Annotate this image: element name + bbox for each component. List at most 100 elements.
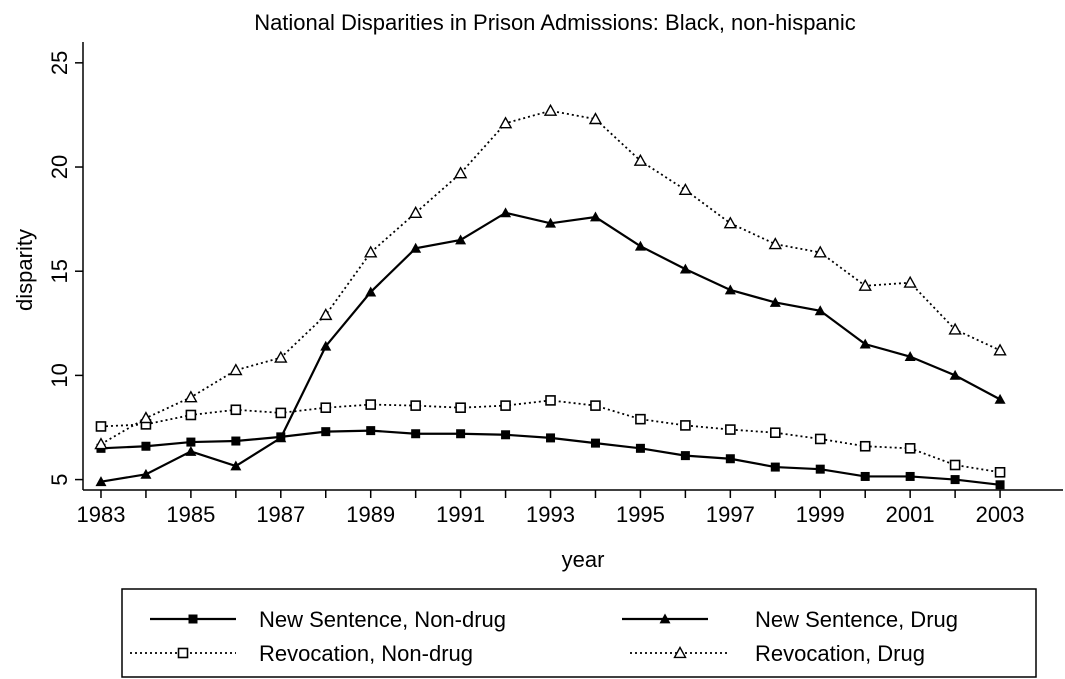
data-point [274, 350, 288, 363]
data-point [905, 471, 915, 481]
x-axis-label: year [562, 547, 605, 572]
series-line [100, 109, 1001, 445]
data-point [673, 646, 687, 659]
data-point [408, 205, 423, 218]
data-point [319, 308, 333, 321]
data-point [815, 464, 825, 474]
data-point [455, 402, 466, 413]
data-point [453, 166, 468, 179]
y-tick-label: 10 [47, 363, 72, 387]
data-point [141, 441, 151, 451]
y-tick-label: 15 [47, 259, 72, 283]
data-point [543, 103, 558, 116]
data-point [634, 240, 646, 251]
y-axis-label: disparity [12, 229, 37, 311]
data-point [321, 427, 331, 437]
data-point [455, 234, 467, 245]
data-point [859, 338, 871, 349]
data-point [814, 433, 826, 445]
data-point [275, 407, 287, 419]
data-point [724, 284, 736, 295]
data-point [501, 430, 511, 440]
legend: New Sentence, Non-drug New Sentence, Drug… [121, 588, 1037, 678]
y-tick-label: 25 [47, 51, 72, 75]
data-point [410, 242, 422, 253]
y-tick-label: 5 [47, 473, 72, 485]
x-tick-label: 1991 [436, 502, 485, 527]
data-point [275, 432, 287, 443]
data-point [185, 409, 197, 421]
x-tick-label: 1993 [526, 502, 575, 527]
data-point [500, 207, 512, 218]
data-point [589, 211, 601, 222]
x-tick-label: 1985 [166, 502, 215, 527]
data-point [185, 445, 197, 456]
data-point [904, 351, 916, 362]
legend-label: New Sentence, Drug [755, 607, 958, 632]
x-tick-label: 1997 [706, 502, 755, 527]
data-point [410, 400, 421, 411]
data-point [948, 322, 962, 335]
data-point [768, 237, 782, 250]
legend-box [121, 588, 1037, 678]
data-point [725, 424, 736, 435]
data-point [229, 363, 243, 376]
data-point [994, 466, 1006, 478]
data-point [140, 468, 152, 479]
data-point [769, 296, 781, 307]
x-tick-label: 1983 [77, 502, 126, 527]
data-point [588, 112, 603, 125]
data-point [680, 420, 691, 431]
x-axis: 1983 1985 1987 1989 1991 1993 1995 1997 1999 2001… [77, 490, 1025, 527]
x-tick-label: 1989 [346, 502, 395, 527]
data-point [365, 399, 377, 410]
data-point [230, 460, 242, 471]
data-point [411, 429, 421, 439]
data-point [545, 395, 556, 406]
data-point [903, 275, 917, 288]
data-point [949, 369, 961, 380]
data-point [184, 390, 198, 403]
data-point [177, 647, 189, 659]
y-axis: 5 10 15 20 25 [47, 51, 83, 486]
data-point [188, 614, 198, 624]
legend-label: New Sentence, Non-drug [259, 607, 506, 632]
data-point [635, 413, 646, 425]
x-tick-label: 2001 [886, 502, 935, 527]
x-tick-label: 1987 [256, 502, 305, 527]
legend-label: Revocation, Non-drug [259, 641, 473, 666]
data-point [859, 440, 871, 452]
data-point [679, 263, 691, 274]
data-point [186, 437, 196, 447]
data-point [231, 436, 241, 446]
data-point [545, 217, 557, 228]
x-tick-label: 1995 [616, 502, 665, 527]
data-point [858, 278, 872, 291]
data-point [320, 402, 332, 413]
data-point [770, 462, 780, 472]
data-point [94, 437, 108, 450]
data-point [456, 429, 466, 439]
data-point [230, 404, 242, 416]
data-point [320, 340, 332, 351]
data-point [723, 216, 738, 229]
data-point [365, 286, 377, 297]
series-markers [94, 103, 1007, 490]
data-point [678, 183, 693, 196]
data-point [498, 116, 513, 129]
series-lines [100, 109, 1001, 486]
data-point [546, 433, 556, 443]
plot-area [82, 42, 1063, 491]
data-point [366, 426, 376, 436]
data-point [590, 400, 601, 411]
legend-label: Revocation, Drug [755, 641, 925, 666]
x-tick-label: 2003 [976, 502, 1025, 527]
data-point [904, 443, 916, 454]
data-point [95, 476, 107, 487]
x-tick-label: 1999 [796, 502, 845, 527]
data-point [635, 443, 645, 453]
data-point [633, 153, 648, 166]
chart-title: National Disparities in Prison Admission… [254, 10, 856, 35]
data-point [994, 393, 1006, 404]
